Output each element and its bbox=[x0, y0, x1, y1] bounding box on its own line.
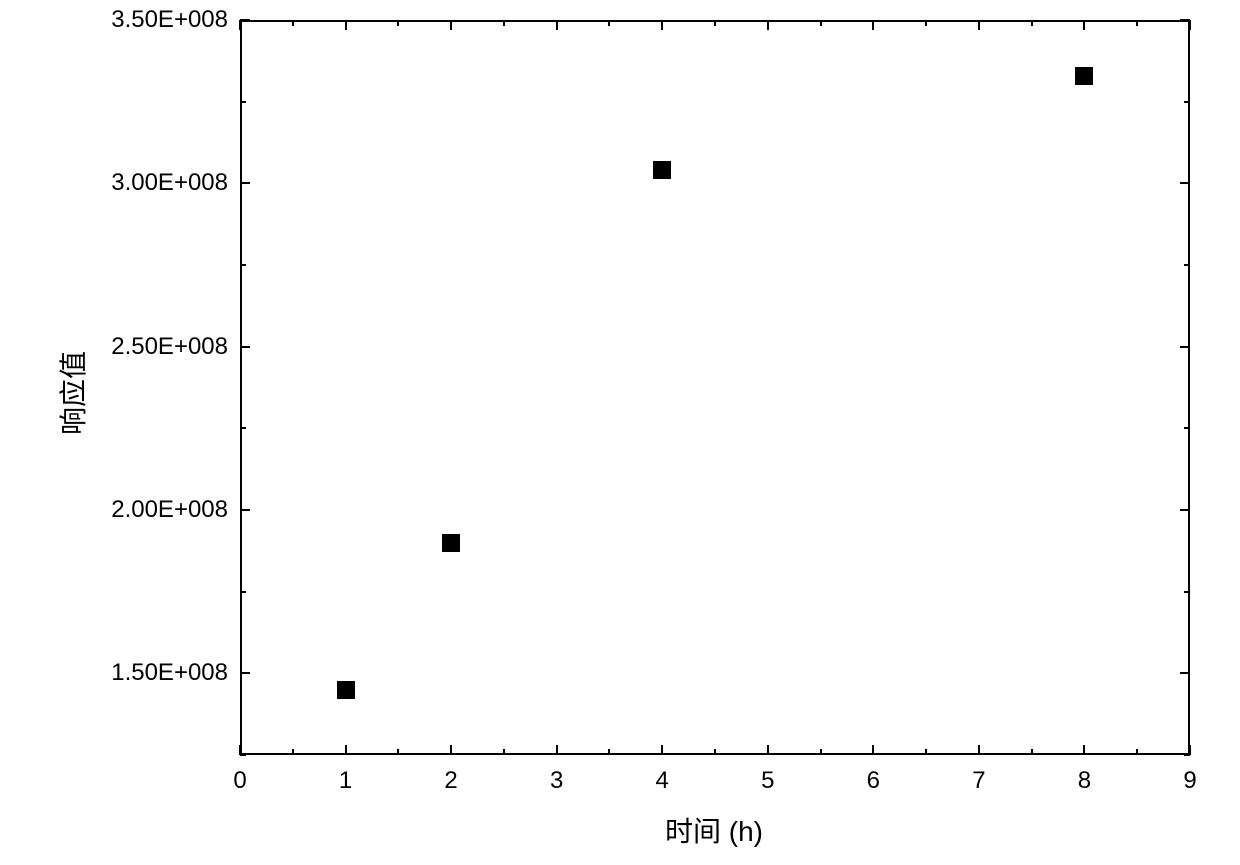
x-tick-major bbox=[556, 745, 558, 755]
x-tick-minor bbox=[397, 20, 399, 26]
x-tick-major bbox=[872, 745, 874, 755]
x-tick-major bbox=[767, 745, 769, 755]
x-tick-major bbox=[661, 20, 663, 30]
x-tick-major bbox=[556, 20, 558, 30]
y-axis-label: 响应值 bbox=[52, 350, 92, 434]
y-tick-major bbox=[1180, 346, 1190, 348]
x-tick-minor bbox=[714, 20, 716, 26]
x-tick-major bbox=[450, 745, 452, 755]
x-tick-minor bbox=[1031, 20, 1033, 26]
y-tick-major bbox=[240, 509, 250, 511]
x-tick-major bbox=[239, 745, 241, 755]
x-tick-label: 0 bbox=[230, 767, 250, 795]
x-tick-major bbox=[1189, 745, 1191, 755]
x-tick-minor bbox=[1136, 749, 1138, 755]
x-tick-major bbox=[1083, 745, 1085, 755]
x-tick-label: 6 bbox=[863, 767, 883, 795]
x-tick-minor bbox=[397, 749, 399, 755]
x-tick-minor bbox=[608, 20, 610, 26]
x-tick-minor bbox=[503, 20, 505, 26]
y-tick-label: 1.50E+008 bbox=[111, 659, 228, 687]
y-tick-minor bbox=[1184, 591, 1190, 593]
y-tick-minor bbox=[240, 591, 246, 593]
y-tick-major bbox=[1180, 509, 1190, 511]
y-tick-minor bbox=[240, 427, 246, 429]
x-tick-label: 8 bbox=[1074, 767, 1094, 795]
x-tick-label: 3 bbox=[547, 767, 567, 795]
y-tick-label: 3.00E+008 bbox=[111, 169, 228, 197]
y-tick-minor bbox=[1184, 427, 1190, 429]
data-point bbox=[1075, 67, 1093, 85]
x-tick-label: 2 bbox=[441, 767, 461, 795]
y-tick-minor bbox=[240, 264, 246, 266]
x-tick-major bbox=[767, 20, 769, 30]
y-tick-minor bbox=[240, 101, 246, 103]
y-tick-major bbox=[1180, 672, 1190, 674]
x-axis-label: 时间 (h) bbox=[665, 810, 763, 850]
y-tick-minor bbox=[1184, 264, 1190, 266]
x-tick-major bbox=[978, 20, 980, 30]
plot-area bbox=[240, 20, 1190, 755]
x-tick-minor bbox=[292, 20, 294, 26]
x-tick-minor bbox=[292, 749, 294, 755]
y-tick-major bbox=[240, 672, 250, 674]
x-tick-label: 4 bbox=[652, 767, 672, 795]
data-point bbox=[337, 681, 355, 699]
data-point bbox=[442, 534, 460, 552]
x-tick-minor bbox=[1136, 20, 1138, 26]
x-tick-minor bbox=[608, 749, 610, 755]
x-tick-label: 5 bbox=[758, 767, 778, 795]
x-tick-minor bbox=[503, 749, 505, 755]
x-tick-major bbox=[345, 745, 347, 755]
y-tick-minor bbox=[1184, 101, 1190, 103]
x-tick-label: 9 bbox=[1180, 767, 1200, 795]
x-tick-minor bbox=[1031, 749, 1033, 755]
x-tick-major bbox=[978, 745, 980, 755]
x-tick-label: 1 bbox=[336, 767, 356, 795]
scatter-chart: 响应值 时间 (h) 1.50E+008 2.00E+008 2.50E+008 3.… bbox=[0, 0, 1240, 865]
x-tick-major bbox=[239, 20, 241, 30]
x-tick-label: 7 bbox=[969, 767, 989, 795]
x-tick-minor bbox=[820, 20, 822, 26]
y-tick-label: 2.00E+008 bbox=[111, 496, 228, 524]
x-tick-major bbox=[345, 20, 347, 30]
x-tick-major bbox=[872, 20, 874, 30]
y-tick-major bbox=[240, 19, 250, 21]
y-tick-label: 3.50E+008 bbox=[111, 6, 228, 34]
y-tick-major bbox=[240, 182, 250, 184]
x-tick-minor bbox=[925, 749, 927, 755]
y-tick-label: 2.50E+008 bbox=[111, 333, 228, 361]
x-tick-minor bbox=[925, 20, 927, 26]
x-tick-minor bbox=[714, 749, 716, 755]
x-tick-minor bbox=[820, 749, 822, 755]
y-tick-major bbox=[240, 346, 250, 348]
x-tick-major bbox=[661, 745, 663, 755]
y-tick-major bbox=[1180, 182, 1190, 184]
x-tick-major bbox=[1083, 20, 1085, 30]
x-tick-major bbox=[450, 20, 452, 30]
x-tick-major bbox=[1189, 20, 1191, 30]
data-point bbox=[653, 161, 671, 179]
